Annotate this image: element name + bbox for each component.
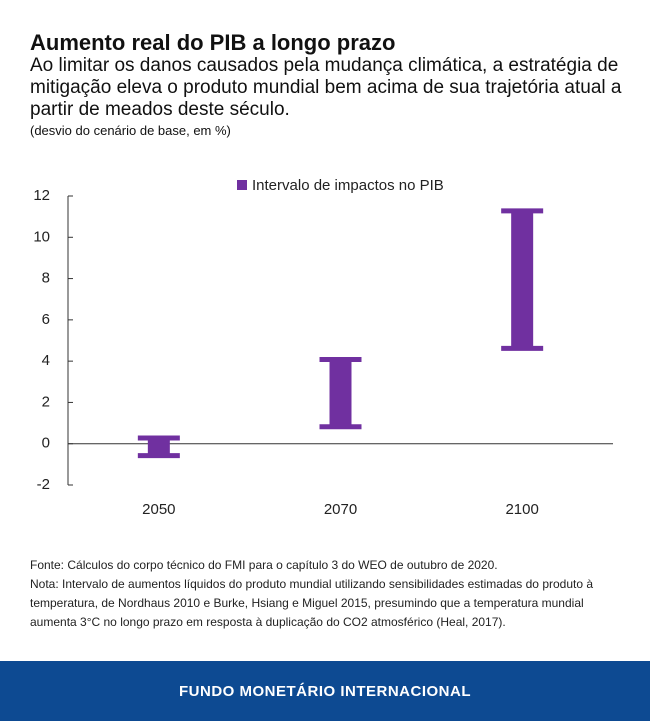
units-note: (desvio do cenário de base, em %) <box>30 123 231 138</box>
chart-title: Aumento real do PIB a longo prazo <box>30 30 396 55</box>
note: Nota: Intervalo de aumentos líquidos do … <box>30 577 594 629</box>
range-bar <box>137 435 180 459</box>
chart: -2 0 2 4 6 8 10 12 2050 2070 2100 Intervalo de impa… <box>33 177 613 518</box>
y-tick-label: 6 <box>42 311 50 328</box>
range-bar <box>319 357 362 430</box>
y-tick-label: 12 <box>33 187 50 204</box>
y-tick-label: 10 <box>33 228 50 245</box>
range-bar <box>501 208 544 351</box>
y-tick-label: 8 <box>42 270 50 287</box>
y-tick-label: -2 <box>37 476 50 493</box>
y-tick-label: 0 <box>42 435 50 452</box>
source: Fonte: Cálculos do corpo técnico do FMI … <box>30 558 498 572</box>
y-tick-label: 4 <box>42 352 50 369</box>
x-tick-label: 2100 <box>505 501 538 518</box>
notes: Fonte: Cálculos do corpo técnico do FMI … <box>30 556 630 632</box>
footer: FUNDO MONETÁRIO INTERNACIONAL <box>0 661 650 721</box>
y-tick-label: 2 <box>42 393 50 410</box>
x-tick-label: 2050 <box>142 501 175 518</box>
legend-swatch <box>237 180 247 190</box>
legend-label: Intervalo de impactos no PIB <box>252 177 444 194</box>
x-tick-label: 2070 <box>324 501 357 518</box>
chart-subtitle: Ao limitar os danos causados pela mudanç… <box>30 55 622 120</box>
